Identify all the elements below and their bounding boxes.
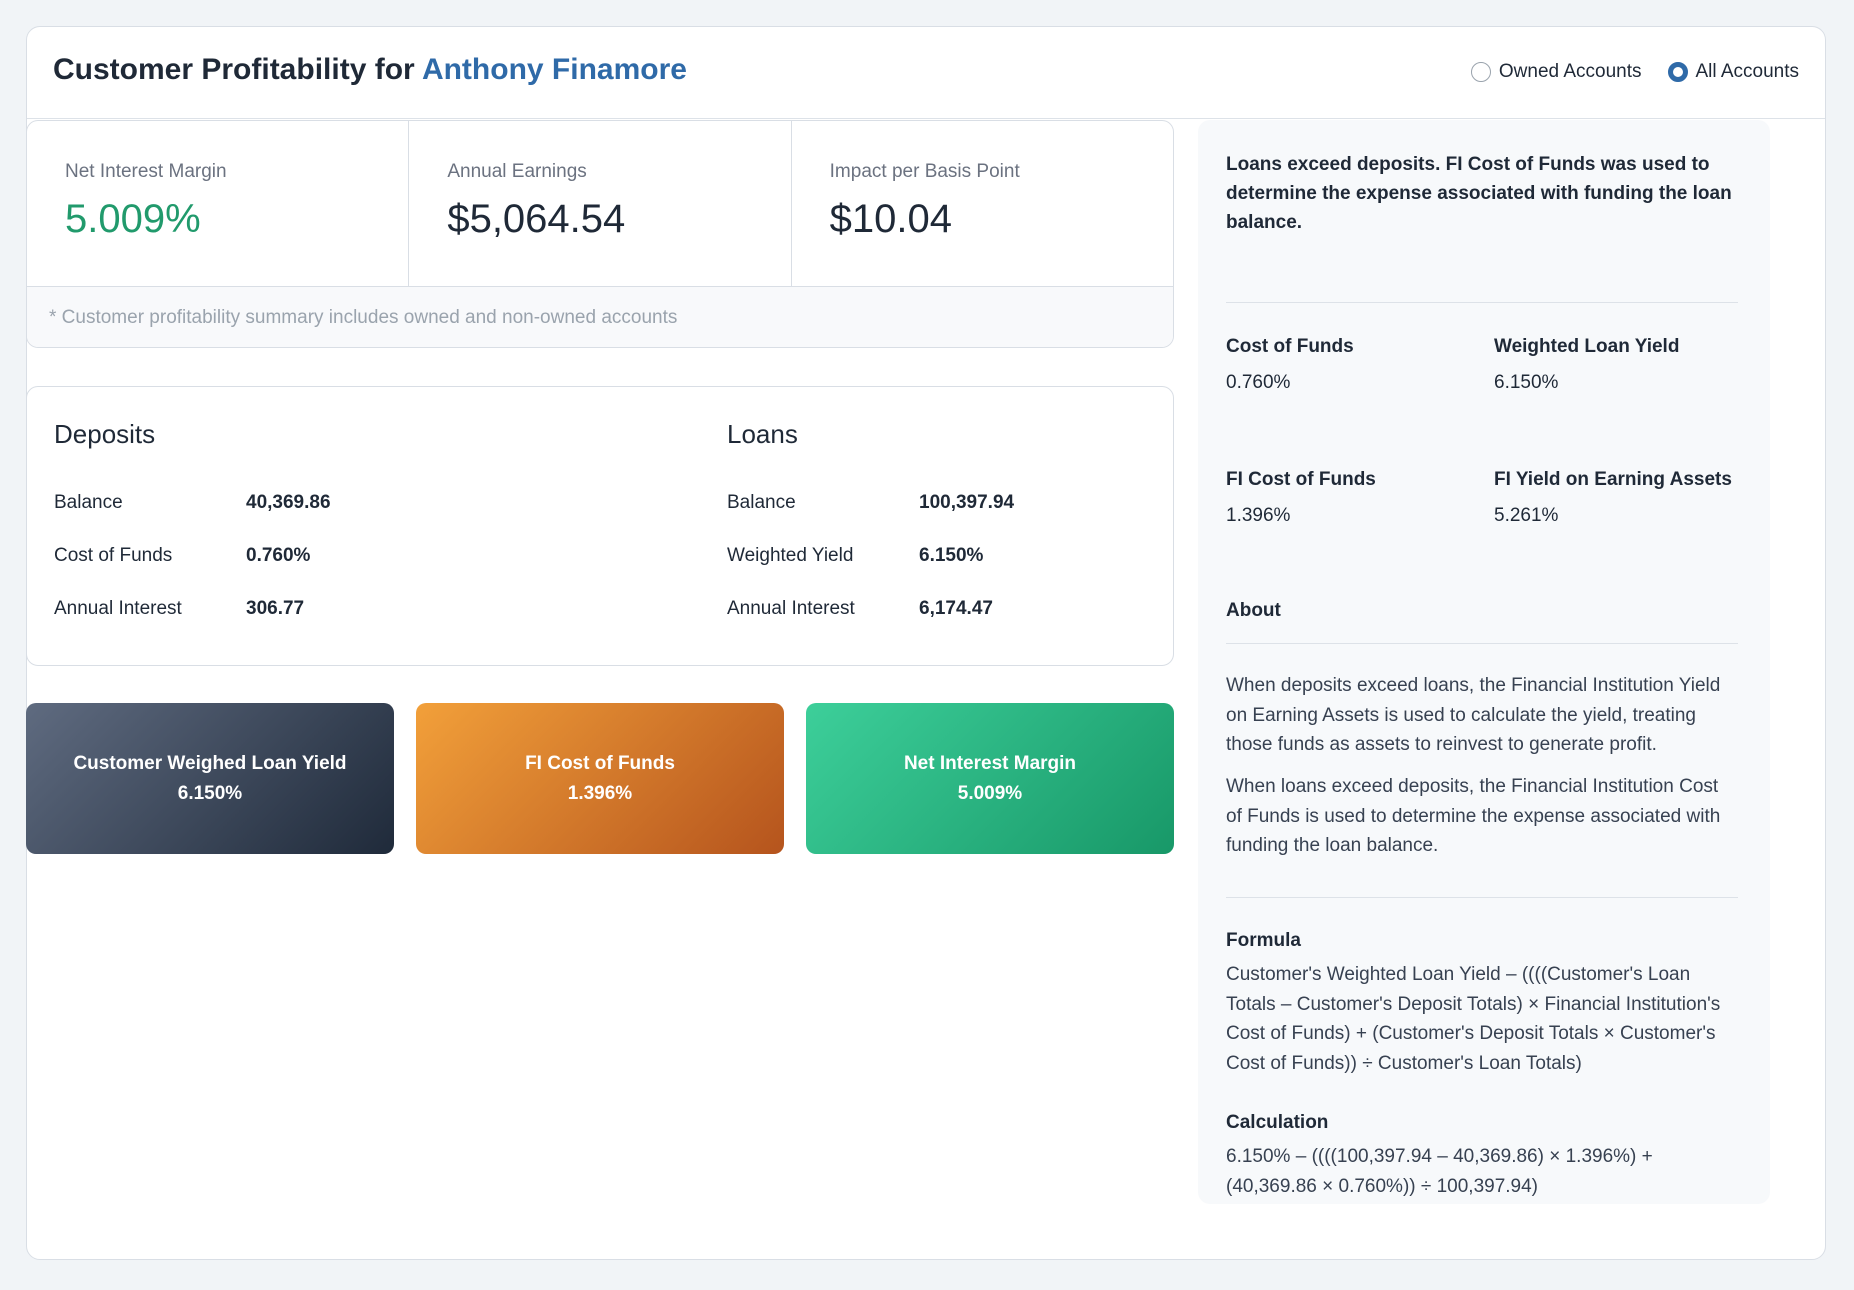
tile-label: FI Cost of Funds <box>525 752 675 774</box>
metric-label: Net Interest Margin <box>65 161 227 182</box>
page-title: Customer Profitability for Anthony Finam… <box>53 53 687 87</box>
about-paragraph-2: When loans exceed deposits, the Financia… <box>1226 776 1721 856</box>
stat-fi-cost-of-funds: FI Cost of Funds 1.396% <box>1226 469 1482 527</box>
deposit-value: 306.77 <box>246 597 305 619</box>
radio-owned-accounts[interactable]: Owned Accounts <box>1470 61 1642 83</box>
about-paragraph-1: When deposits exceed loans, the Financia… <box>1226 675 1721 755</box>
metric-label: Impact per Basis Point <box>829 161 1020 182</box>
deposit-label: Annual Interest <box>54 597 182 619</box>
stat-label: Cost of Funds <box>1226 336 1354 357</box>
radio-unchecked-icon[interactable] <box>1470 62 1491 82</box>
customer-name: Anthony Finamore <box>421 53 687 86</box>
deposit-label: Balance <box>54 491 123 513</box>
stat-weighted-loan-yield: Weighted Loan Yield 6.150% <box>1494 336 1750 394</box>
loan-label: Weighted Yield <box>727 544 854 566</box>
loan-value: 6.150% <box>919 544 984 566</box>
radio-owned-label: Owned Accounts <box>1498 61 1642 82</box>
loan-label: Balance <box>727 491 796 513</box>
loans-title: Loans <box>727 419 798 449</box>
tile-customer-loan-yield: Customer Weighed Loan Yield 6.150% <box>26 703 394 854</box>
divider <box>1226 643 1738 644</box>
stat-fi-yield-earning-assets: FI Yield on Earning Assets 5.261% <box>1494 469 1750 527</box>
loan-value: 100,397.94 <box>919 491 1015 513</box>
metric-value: $5,064.54 <box>447 197 626 241</box>
about-title: About <box>1226 600 1281 621</box>
formula-title: Formula <box>1226 930 1301 951</box>
metric-label: Annual Earnings <box>447 161 587 182</box>
stat-label: FI Cost of Funds <box>1226 469 1376 490</box>
loan-label: Annual Interest <box>727 597 855 619</box>
calculation-title: Calculation <box>1226 1112 1329 1133</box>
loans-section: Loans Balance 100,397.94 Weighted Yield … <box>727 419 1014 635</box>
panel-intro: Loans exceed deposits. FI Cost of Funds … <box>1226 154 1732 233</box>
metrics-row: Net Interest Margin 5.009% Annual Earnin… <box>27 121 1173 287</box>
radio-all-label: All Accounts <box>1695 61 1800 82</box>
deposit-value: 0.760% <box>246 544 311 566</box>
stat-value: 1.396% <box>1226 505 1291 526</box>
deposit-label: Cost of Funds <box>54 544 173 566</box>
stat-label: Weighted Loan Yield <box>1494 336 1680 357</box>
formula-text: Customer's Weighted Loan Yield – ((((Cus… <box>1226 964 1721 1074</box>
stat-label: FI Yield on Earning Assets <box>1494 469 1732 490</box>
radio-checked-icon[interactable] <box>1667 62 1688 82</box>
deposits-title: Deposits <box>54 419 156 449</box>
metric-value: 5.009% <box>65 197 201 241</box>
loan-row: Weighted Yield 6.150% <box>727 529 1014 582</box>
stat-value: 6.150% <box>1494 372 1559 393</box>
stat-value: 0.760% <box>1226 372 1291 393</box>
divider <box>1226 897 1738 898</box>
summary-note: * Customer profitability summary include… <box>27 287 1173 347</box>
title-prefix: Customer Profitability for <box>53 53 415 86</box>
deposits-loans-card: Deposits Balance 40,369.86 Cost of Funds… <box>26 386 1174 666</box>
loan-value: 6,174.47 <box>919 597 993 619</box>
calculation-text: 6.150% – ((((100,397.94 – 40,369.86) × 1… <box>1226 1146 1653 1197</box>
stat-value: 5.261% <box>1494 505 1559 526</box>
loan-row: Balance 100,397.94 <box>727 476 1014 529</box>
tile-label: Customer Weighed Loan Yield <box>73 752 347 774</box>
tile-label: Net Interest Margin <box>903 752 1077 774</box>
card-header: Customer Profitability for Anthony Finam… <box>27 27 1825 119</box>
metric-annual-earnings: Annual Earnings $5,064.54 <box>409 121 792 286</box>
tile-net-interest-margin: Net Interest Margin 5.009% <box>806 703 1174 854</box>
tile-value: 5.009% <box>957 782 1023 804</box>
tile-value: 1.396% <box>567 782 633 804</box>
deposit-row: Annual Interest 306.77 <box>54 582 331 635</box>
divider <box>1226 302 1738 303</box>
deposit-value: 40,369.86 <box>246 491 331 513</box>
account-filter: Owned Accounts All Accounts <box>1470 61 1800 83</box>
stat-cost-of-funds: Cost of Funds 0.760% <box>1226 336 1482 394</box>
deposit-row: Balance 40,369.86 <box>54 476 331 529</box>
tile-fi-cost-of-funds: FI Cost of Funds 1.396% <box>416 703 784 854</box>
deposit-row: Cost of Funds 0.760% <box>54 529 331 582</box>
info-panel: Loans exceed deposits. FI Cost of Funds … <box>1198 120 1770 1204</box>
loan-row: Annual Interest 6,174.47 <box>727 582 1014 635</box>
radio-all-accounts[interactable]: All Accounts <box>1667 61 1800 83</box>
deposits-section: Deposits Balance 40,369.86 Cost of Funds… <box>54 419 331 635</box>
metrics-summary: Net Interest Margin 5.009% Annual Earnin… <box>26 120 1174 348</box>
metric-net-interest-margin: Net Interest Margin 5.009% <box>27 121 410 286</box>
tile-value: 6.150% <box>177 782 243 804</box>
metric-value: $10.04 <box>829 197 952 241</box>
metric-impact-per-basis-point: Impact per Basis Point $10.04 <box>792 121 1173 286</box>
